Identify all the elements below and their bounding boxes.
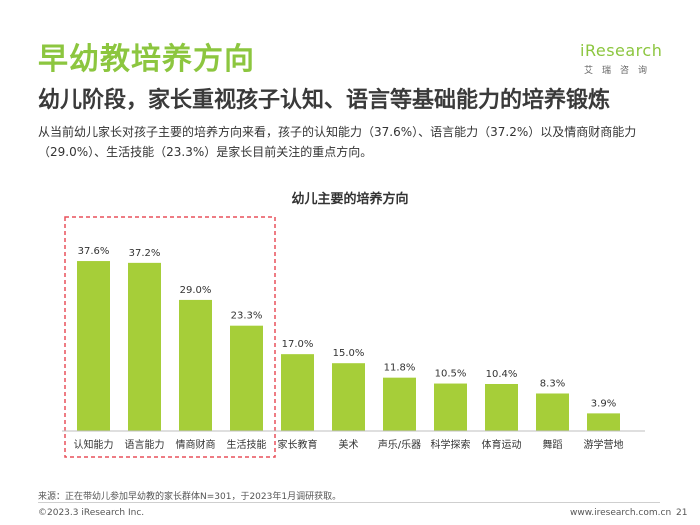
- highlight-box: [64, 216, 276, 458]
- value-label-9: 8.3%: [540, 378, 565, 389]
- page-subtitle: 幼儿阶段，家长重视孩子认知、语言等基础能力的培养锻炼: [38, 88, 611, 113]
- category-label-7: 科学探索: [431, 438, 471, 451]
- category-label-0: 认知能力: [74, 438, 114, 451]
- category-label-3: 生活技能: [227, 438, 267, 451]
- bar-8: [485, 383, 518, 431]
- bar-9: [536, 393, 569, 431]
- value-label-3: 23.3%: [231, 311, 263, 322]
- website-link[interactable]: www.iresearch.com.cn: [570, 508, 672, 518]
- category-label-1: 语言能力: [125, 438, 165, 451]
- value-label-10: 3.9%: [591, 398, 616, 409]
- bar-6: [383, 377, 416, 431]
- logo-wordmark: iResearch: [580, 41, 663, 60]
- bar-7: [434, 383, 467, 431]
- category-label-8: 体育运动: [482, 438, 522, 451]
- value-label-5: 15.0%: [333, 348, 365, 359]
- bar-5: [332, 363, 365, 431]
- summary-text: 从当前幼儿家长对孩子主要的培养方向来看，孩子的认知能力（37.6%）、语言能力（…: [38, 125, 637, 159]
- value-label-6: 11.8%: [384, 363, 416, 374]
- page-title: 早幼教培养方向: [38, 42, 255, 77]
- logo-subtitle: 艾瑞咨询: [584, 66, 657, 76]
- value-label-8: 10.4%: [486, 369, 518, 380]
- source-note: 来源：正在带幼儿参加早幼教的家长群体N=301，于2023年1月调研获取。: [38, 492, 342, 502]
- category-label-2: 情商财商: [176, 438, 216, 451]
- value-label-0: 37.6%: [78, 246, 110, 257]
- value-label-1: 37.2%: [129, 248, 161, 259]
- value-label-4: 17.0%: [282, 339, 314, 350]
- bar-1: [128, 262, 161, 431]
- category-label-10: 游学营地: [584, 438, 624, 451]
- category-label-6: 声乐/乐器: [378, 438, 421, 451]
- footer-divider: [38, 502, 660, 503]
- page-number: 21: [676, 508, 688, 518]
- bar-2: [179, 299, 212, 431]
- category-label-9: 舞蹈: [543, 439, 563, 451]
- copyright: ©2023.3 iResearch Inc.: [38, 508, 145, 518]
- bar-0: [77, 261, 110, 431]
- value-label-2: 29.0%: [180, 285, 212, 296]
- bar-4: [281, 354, 314, 431]
- iresearch-logo: iResearch 艾瑞咨询: [580, 41, 664, 76]
- category-label-5: 美术: [339, 438, 359, 451]
- bar-10: [587, 413, 620, 431]
- category-label-4: 家长教育: [278, 438, 318, 451]
- bar-3: [230, 325, 263, 431]
- chart-title: 幼儿主要的培养方向: [291, 192, 409, 207]
- value-label-7: 10.5%: [435, 369, 467, 380]
